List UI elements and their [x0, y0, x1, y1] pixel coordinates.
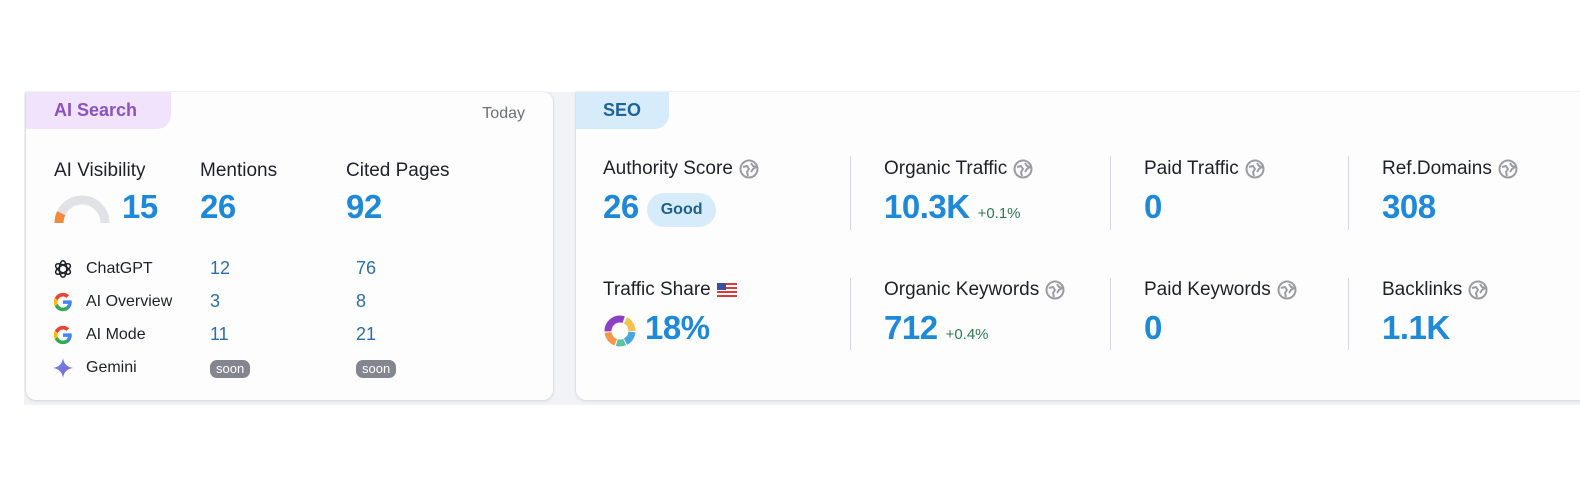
backlinks-metric[interactable]: Backlinks 1.1K	[1382, 279, 1488, 347]
delta-percent: +0.1%	[977, 205, 1021, 222]
ai-visibility-metric[interactable]: AI Visibility 15	[54, 160, 158, 226]
engine-name: AI Mode	[86, 325, 146, 343]
metric-label: Cited Pages	[346, 160, 450, 181]
engine-row-chatgpt[interactable]: ChatGPT 12 76	[52, 252, 502, 285]
metric-label: Backlinks	[1382, 279, 1463, 300]
engine-row-ai-overview[interactable]: AI Overview 3 8	[52, 285, 502, 318]
engine-list: ChatGPT 12 76 AI Overview 3 8	[52, 252, 502, 384]
cited-pages-metric[interactable]: Cited Pages 92	[346, 160, 450, 226]
engine-mentions[interactable]: 12	[210, 258, 231, 278]
period-label: Today	[482, 105, 525, 122]
metric-label: Paid Traffic	[1144, 158, 1239, 179]
metric-value: 308	[1382, 188, 1436, 225]
metric-value: 26	[603, 188, 639, 225]
metric-value: 18%	[645, 309, 710, 346]
organic-traffic-metric[interactable]: Organic Traffic 10.3K +0.1%	[884, 158, 1033, 226]
divider	[850, 156, 851, 230]
seo-card: SEO Authority Score 26 Good Organic Traf…	[576, 92, 1580, 400]
divider	[1110, 156, 1111, 230]
soon-badge: soon	[356, 360, 397, 378]
soon-badge: soon	[210, 360, 251, 378]
globe-icon[interactable]	[1245, 159, 1265, 179]
authority-score-metric[interactable]: Authority Score 26 Good	[603, 158, 759, 231]
engine-name: Gemini	[86, 358, 137, 376]
traffic-share-metric[interactable]: Traffic Share 18%	[603, 279, 737, 347]
paid-traffic-metric[interactable]: Paid Traffic 0	[1144, 158, 1265, 226]
globe-icon[interactable]	[1045, 280, 1065, 300]
globe-icon[interactable]	[739, 159, 759, 179]
ai-search-card: AI Search Today AI Visibility 15 Mention…	[26, 92, 553, 400]
engine-row-gemini[interactable]: Gemini soon soon	[52, 351, 502, 384]
engine-cited-pages[interactable]: 21	[356, 324, 377, 344]
metric-value: 10.3K	[884, 188, 970, 225]
google-icon	[52, 291, 74, 313]
metric-value: 15	[122, 188, 158, 225]
traffic-share-donut-icon	[604, 315, 636, 347]
ref-domains-metric[interactable]: Ref.Domains 308	[1382, 158, 1518, 226]
metric-value: 1.1K	[1382, 309, 1450, 346]
engine-row-ai-mode[interactable]: AI Mode 11 21	[52, 318, 502, 351]
globe-icon[interactable]	[1498, 159, 1518, 179]
organic-keywords-metric[interactable]: Organic Keywords 712 +0.4%	[884, 279, 1065, 347]
metric-value: 0	[1144, 309, 1162, 346]
metric-label: Paid Keywords	[1144, 279, 1271, 300]
divider	[1348, 156, 1349, 230]
chatgpt-icon	[52, 258, 74, 280]
metric-label: Organic Traffic	[884, 158, 1008, 179]
us-flag-icon	[716, 283, 737, 297]
gemini-icon	[52, 357, 74, 379]
ai-search-tab[interactable]: AI Search	[26, 92, 171, 129]
gauge-icon	[54, 195, 110, 224]
authority-badge: Good	[646, 193, 717, 227]
paid-keywords-metric[interactable]: Paid Keywords 0	[1144, 279, 1297, 347]
engine-name: AI Overview	[86, 292, 173, 310]
metric-label: Authority Score	[603, 158, 733, 179]
metric-value: 712	[884, 309, 938, 346]
engine-mentions[interactable]: 3	[210, 291, 221, 311]
globe-icon[interactable]	[1013, 159, 1033, 179]
divider	[850, 278, 851, 350]
metric-label: AI Visibility	[54, 160, 146, 181]
metric-value: 92	[346, 188, 382, 225]
engine-name: ChatGPT	[86, 259, 153, 277]
globe-icon[interactable]	[1468, 280, 1488, 300]
metric-value: 26	[200, 188, 236, 225]
metric-label: Traffic Share	[603, 279, 711, 300]
google-icon	[52, 324, 74, 346]
engine-mentions[interactable]: 11	[210, 324, 229, 344]
metric-label: Organic Keywords	[884, 279, 1040, 300]
metric-label: Ref.Domains	[1382, 158, 1492, 179]
divider	[1110, 278, 1111, 350]
mentions-metric[interactable]: Mentions 26	[200, 160, 277, 226]
metric-label: Mentions	[200, 160, 278, 181]
divider	[1348, 278, 1349, 350]
engine-cited-pages[interactable]: 76	[356, 258, 377, 278]
metric-value: 0	[1144, 188, 1162, 225]
engine-cited-pages[interactable]: 8	[356, 291, 367, 311]
delta-percent: +0.4%	[945, 326, 989, 343]
globe-icon[interactable]	[1277, 280, 1297, 300]
seo-tab[interactable]: SEO	[576, 92, 669, 129]
